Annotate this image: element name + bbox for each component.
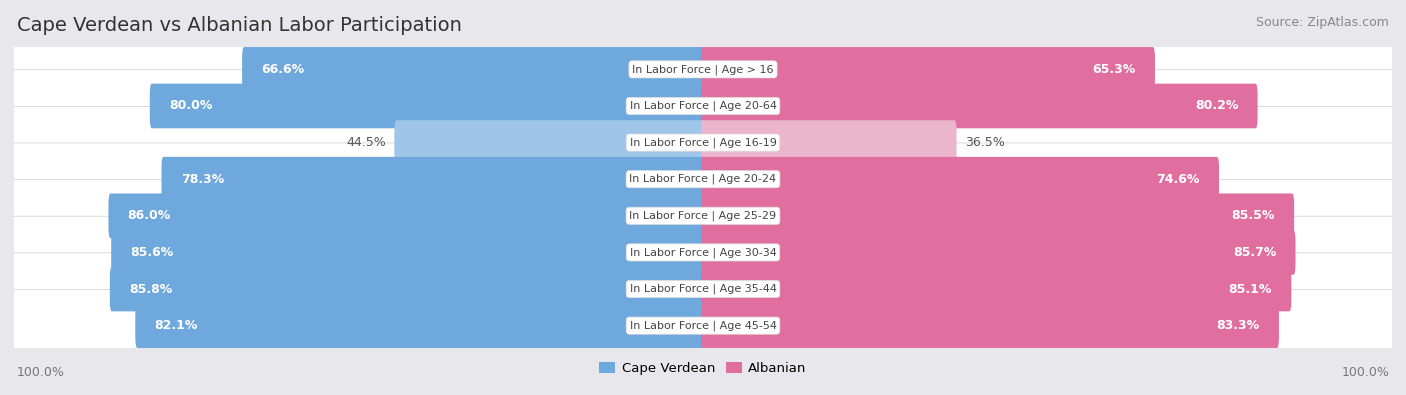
Text: In Labor Force | Age 30-34: In Labor Force | Age 30-34	[630, 247, 776, 258]
Text: In Labor Force | Age 16-19: In Labor Force | Age 16-19	[630, 137, 776, 148]
FancyBboxPatch shape	[702, 157, 1219, 201]
FancyBboxPatch shape	[702, 84, 1257, 128]
FancyBboxPatch shape	[702, 194, 1294, 238]
FancyBboxPatch shape	[111, 230, 704, 275]
FancyBboxPatch shape	[11, 106, 1395, 179]
FancyBboxPatch shape	[11, 290, 1395, 362]
FancyBboxPatch shape	[11, 253, 1395, 325]
FancyBboxPatch shape	[394, 120, 704, 165]
FancyBboxPatch shape	[11, 180, 1395, 252]
Text: 66.6%: 66.6%	[262, 63, 305, 76]
Text: In Labor Force | Age > 16: In Labor Force | Age > 16	[633, 64, 773, 75]
Text: In Labor Force | Age 45-54: In Labor Force | Age 45-54	[630, 320, 776, 331]
Text: 80.2%: 80.2%	[1195, 100, 1239, 113]
FancyBboxPatch shape	[11, 216, 1395, 289]
FancyBboxPatch shape	[702, 230, 1295, 275]
Text: 65.3%: 65.3%	[1092, 63, 1136, 76]
Text: 44.5%: 44.5%	[346, 136, 387, 149]
Text: 78.3%: 78.3%	[181, 173, 224, 186]
FancyBboxPatch shape	[242, 47, 704, 92]
Text: 86.0%: 86.0%	[128, 209, 172, 222]
Text: Cape Verdean vs Albanian Labor Participation: Cape Verdean vs Albanian Labor Participa…	[17, 16, 461, 35]
Text: Source: ZipAtlas.com: Source: ZipAtlas.com	[1256, 16, 1389, 29]
FancyBboxPatch shape	[162, 157, 704, 201]
FancyBboxPatch shape	[702, 267, 1291, 311]
FancyBboxPatch shape	[11, 70, 1395, 142]
Text: In Labor Force | Age 25-29: In Labor Force | Age 25-29	[630, 211, 776, 221]
Text: 83.3%: 83.3%	[1216, 319, 1260, 332]
Text: In Labor Force | Age 20-24: In Labor Force | Age 20-24	[630, 174, 776, 184]
FancyBboxPatch shape	[11, 33, 1395, 105]
Text: 85.6%: 85.6%	[131, 246, 174, 259]
FancyBboxPatch shape	[11, 143, 1395, 215]
Text: 82.1%: 82.1%	[155, 319, 198, 332]
Legend: Cape Verdean, Albanian: Cape Verdean, Albanian	[595, 357, 811, 380]
FancyBboxPatch shape	[702, 120, 956, 165]
FancyBboxPatch shape	[702, 303, 1279, 348]
Text: 80.0%: 80.0%	[169, 100, 212, 113]
Text: 100.0%: 100.0%	[1341, 366, 1389, 379]
Text: 85.1%: 85.1%	[1229, 282, 1272, 295]
FancyBboxPatch shape	[150, 84, 704, 128]
Text: In Labor Force | Age 20-64: In Labor Force | Age 20-64	[630, 101, 776, 111]
Text: 100.0%: 100.0%	[17, 366, 65, 379]
FancyBboxPatch shape	[110, 267, 704, 311]
Text: 85.7%: 85.7%	[1233, 246, 1277, 259]
Text: In Labor Force | Age 35-44: In Labor Force | Age 35-44	[630, 284, 776, 294]
FancyBboxPatch shape	[108, 194, 704, 238]
Text: 36.5%: 36.5%	[965, 136, 1004, 149]
FancyBboxPatch shape	[135, 303, 704, 348]
Text: 74.6%: 74.6%	[1156, 173, 1199, 186]
FancyBboxPatch shape	[702, 47, 1154, 92]
Text: 85.8%: 85.8%	[129, 282, 173, 295]
Text: 85.5%: 85.5%	[1232, 209, 1275, 222]
